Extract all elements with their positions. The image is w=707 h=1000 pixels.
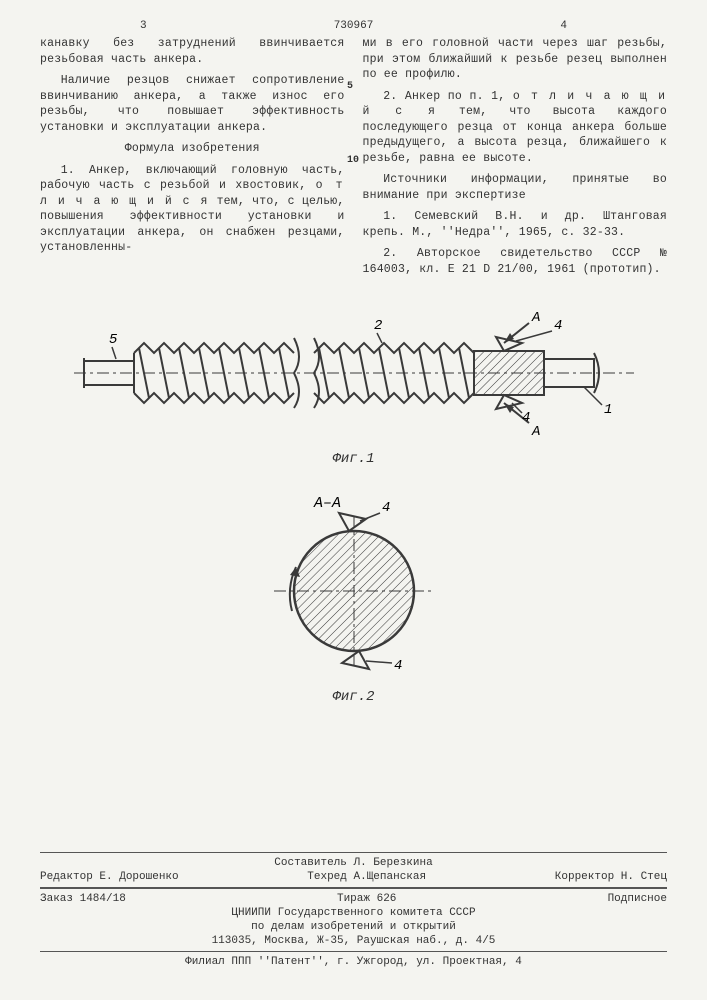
right-p1: ми в его головной части через шаг резьбы…: [363, 36, 668, 83]
footer-editor: Редактор Е. Дорошенко: [40, 871, 179, 883]
src-title: Источники информации, принятые во вниман…: [363, 172, 668, 203]
fig1-c5: 5: [109, 332, 118, 348]
fig2-section: A–A: [313, 495, 341, 512]
footer-addr: 113035, Москва, Ж-35, Раушская наб., д. …: [40, 935, 667, 947]
left-column: канавку без затруднений ввинчивается рез…: [40, 36, 345, 283]
footer-org2: по делам изобретений и открытий: [40, 921, 667, 933]
figure-2: A–A 4 4: [254, 491, 454, 681]
left-p3-a: 1. Анкер, включающий головную часть, раб…: [40, 164, 345, 193]
doc-number: 730967: [147, 20, 561, 32]
fig1-c4b: 4: [522, 410, 530, 426]
footer-tech: Техред А.Щепанская: [307, 871, 426, 883]
footer-order: Заказ 1484/18: [40, 893, 126, 905]
fig2-label: Фиг.2: [40, 689, 667, 705]
figure-1: 5 2 A A 4 4 1: [74, 303, 634, 443]
fig1-cA-bot: A: [531, 424, 540, 440]
footer-branch: Филиал ППП ''Патент'', г. Ужгород, ул. П…: [40, 956, 667, 968]
left-p2: Наличие резцов снижает сопротивление вви…: [40, 73, 345, 135]
fig1-c4a: 4: [554, 318, 562, 334]
line-number-gutter: 5 10: [347, 82, 359, 230]
fig2-c4b: 4: [394, 658, 402, 674]
fig1-c1: 1: [604, 402, 612, 418]
src-1: 1. Семевский В.Н. и др. Штанговая крепь.…: [363, 209, 668, 240]
fig1-cA-top: A: [531, 310, 540, 326]
right-p2: 2. Анкер по п. 1, о т л и ч а ю щ и й с …: [363, 89, 668, 167]
fig1-label: Фиг.1: [40, 451, 667, 467]
src-2: 2. Авторское свидетельство СССР № 164003…: [363, 246, 668, 277]
footer-compiler: Составитель Л. Березкина: [40, 857, 667, 869]
header-row: 3 730967 4: [40, 20, 667, 32]
line-num-10: 10: [347, 156, 359, 166]
fig1-c2: 2: [374, 318, 382, 334]
left-p3: 1. Анкер, включающий головную часть, раб…: [40, 163, 345, 256]
line-num-5: 5: [347, 82, 359, 92]
footer-subscr: Подписное: [608, 893, 667, 905]
page-num-left: 3: [140, 20, 147, 32]
figures-block: 5 2 A A 4 4 1 Фиг.1 A–A: [40, 303, 667, 705]
right-column: ми в его головной части через шаг резьбы…: [363, 36, 668, 283]
footer-corr: Корректор Н. Стец: [555, 871, 667, 883]
footer: Составитель Л. Березкина Редактор Е. Дор…: [40, 848, 667, 970]
left-p1: канавку без затруднений ввинчивается рез…: [40, 36, 345, 67]
footer-tirazh: Тираж 626: [337, 893, 396, 905]
fig2-c4a: 4: [382, 500, 390, 516]
footer-org1: ЦНИИПИ Государственного комитета СССР: [40, 907, 667, 919]
page-num-right: 4: [560, 20, 567, 32]
formula-title: Формула изобретения: [40, 141, 345, 157]
right-p2-a: 2. Анкер по п. 1,: [383, 90, 505, 103]
